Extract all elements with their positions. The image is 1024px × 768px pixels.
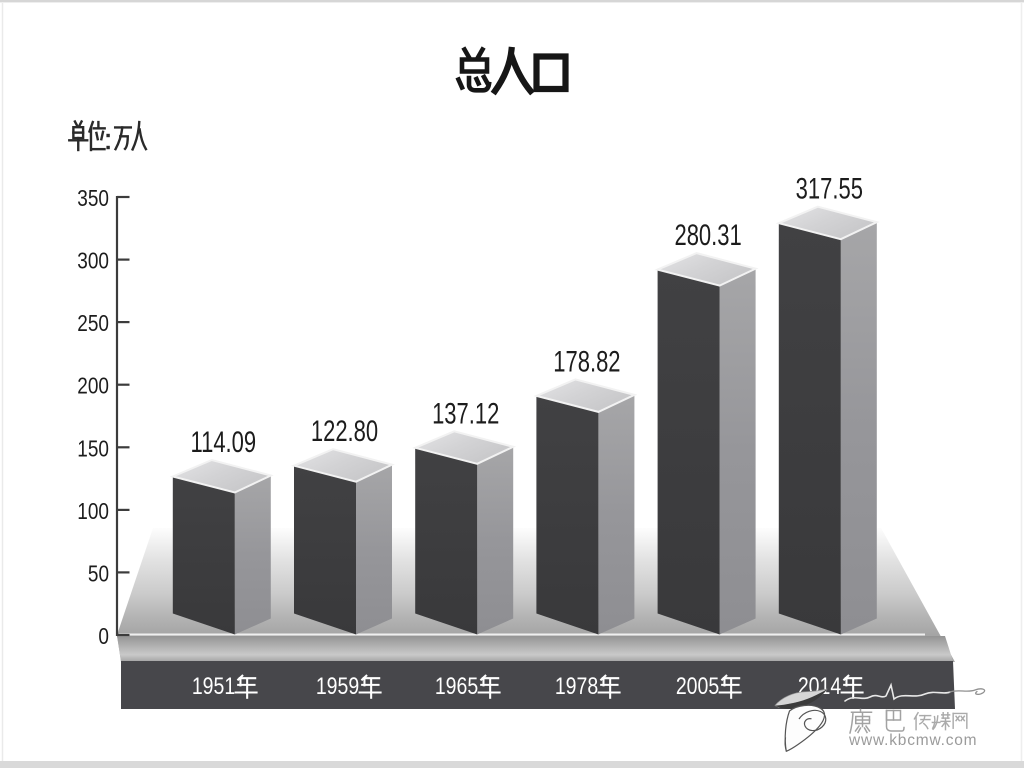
- svg-text:1951: 1951: [192, 672, 235, 700]
- svg-text:150: 150: [77, 437, 109, 462]
- svg-text:350: 350: [77, 186, 109, 211]
- svg-text:1959: 1959: [316, 672, 359, 700]
- svg-text:280.31: 280.31: [674, 218, 741, 252]
- svg-text:300: 300: [77, 249, 109, 274]
- svg-text:1978: 1978: [555, 672, 598, 700]
- svg-text:0: 0: [98, 624, 109, 649]
- svg-text:200: 200: [77, 374, 109, 399]
- svg-text:317.55: 317.55: [796, 171, 863, 205]
- svg-text:122.80: 122.80: [311, 414, 378, 448]
- svg-text:www.kbcmw.com: www.kbcmw.com: [848, 732, 977, 749]
- svg-text:100: 100: [77, 499, 109, 524]
- svg-text:50: 50: [88, 562, 109, 587]
- svg-text:2005: 2005: [676, 672, 719, 700]
- svg-text:137.12: 137.12: [432, 396, 499, 430]
- svg-text:1965: 1965: [435, 672, 478, 700]
- svg-text:114.09: 114.09: [190, 425, 256, 459]
- svg-text:250: 250: [77, 312, 109, 337]
- svg-text:178.82: 178.82: [553, 344, 620, 378]
